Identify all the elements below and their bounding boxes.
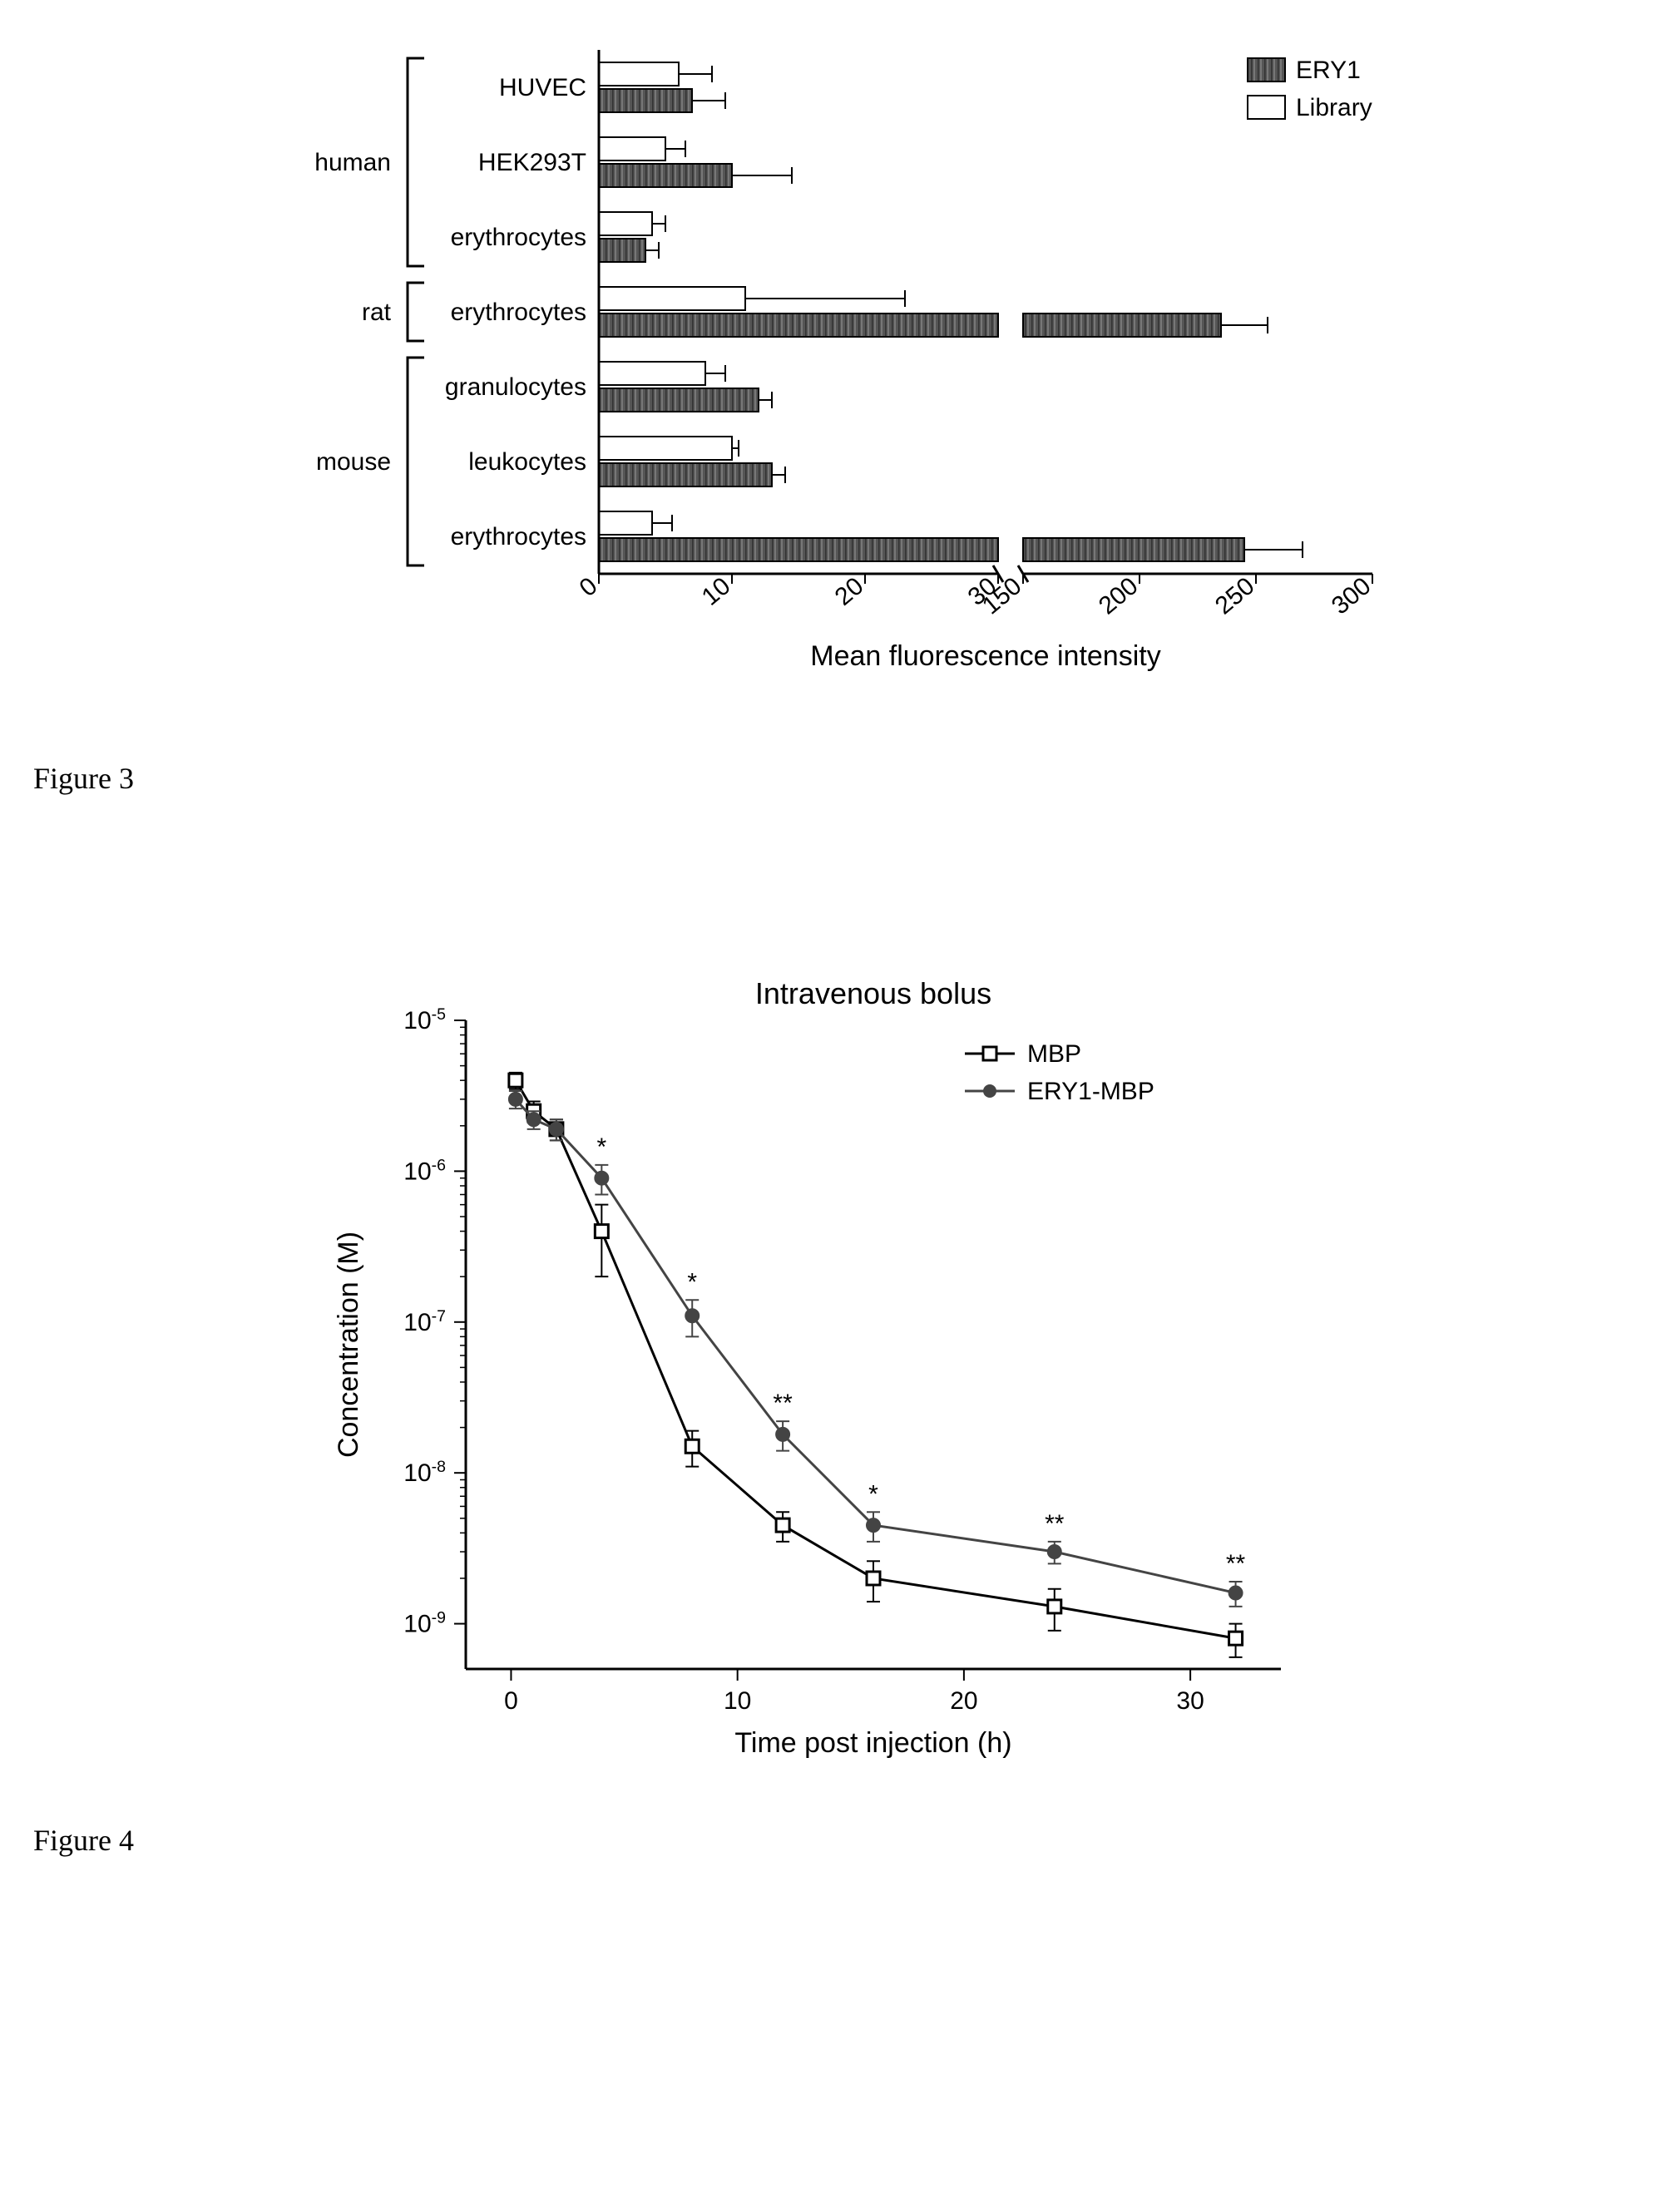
marker-square <box>1048 1600 1061 1613</box>
significance-marker: ** <box>1045 1510 1065 1538</box>
legend-label: MBP <box>1027 1040 1081 1068</box>
bar-ery1 <box>599 388 759 412</box>
species-label: human <box>314 149 391 176</box>
species-bracket <box>408 58 424 266</box>
series-line <box>516 1080 1236 1638</box>
xlabel: Time post injection (h) <box>734 1727 1011 1759</box>
ylabel: Concentration (M) <box>333 1232 364 1458</box>
legend-marker-ery1mbp <box>983 1084 996 1098</box>
marker-circle <box>685 1309 699 1322</box>
xlabel: Mean fluorescence intensity <box>810 640 1160 672</box>
marker-circle <box>1048 1545 1061 1558</box>
bar-ery1 <box>599 463 772 486</box>
row-label: erythrocytes <box>451 299 586 326</box>
legend-label: ERY1-MBP <box>1027 1078 1154 1105</box>
xtick-label: 200 <box>1094 572 1144 620</box>
bar-library <box>599 437 732 460</box>
legend-label: ERY1 <box>1296 57 1361 84</box>
marker-circle <box>595 1172 608 1185</box>
chart-title: Intravenous bolus <box>755 976 991 1010</box>
xtick-label: 20 <box>830 572 869 611</box>
marker-circle <box>1229 1587 1243 1600</box>
species-bracket <box>408 283 424 341</box>
significance-marker: * <box>868 1480 878 1508</box>
xtick-label: 0 <box>504 1687 518 1715</box>
row-label: HUVEC <box>499 74 586 101</box>
marker-circle <box>527 1113 541 1126</box>
significance-marker: ** <box>773 1390 793 1417</box>
figure-4: 10-9 10-8 10-7 10-6 10-5 0 10 20 30 Intravenous b… <box>33 962 1638 1858</box>
bar-ery1 <box>599 89 692 112</box>
row-label: erythrocytes <box>451 523 586 551</box>
marker-circle <box>550 1123 563 1136</box>
marker-square <box>1229 1632 1243 1645</box>
xtick-label: 10 <box>724 1687 751 1715</box>
bar-library <box>599 137 665 160</box>
fig4-chart: 10-9 10-8 10-7 10-6 10-5 0 10 20 30 Intravenous b… <box>324 962 1322 1794</box>
xtick-label: 30 <box>1176 1687 1204 1715</box>
ytick-label: 10-6 <box>403 1156 446 1185</box>
ytick-label: 10-7 <box>403 1307 446 1336</box>
ytick-label: 10-9 <box>403 1609 446 1638</box>
legend-swatch-library <box>1248 96 1285 119</box>
ytick-label: 10-5 <box>403 1005 446 1034</box>
marker-square <box>867 1572 880 1585</box>
significance-marker: ** <box>1226 1550 1246 1578</box>
marker-circle <box>509 1093 522 1106</box>
species-label: rat <box>362 299 392 326</box>
row-label: leukocytes <box>468 448 586 476</box>
species-bracket <box>408 358 424 565</box>
row-label: granulocytes <box>445 373 586 401</box>
bar-library <box>599 511 652 535</box>
ytick-label: 10-8 <box>403 1458 446 1487</box>
legend-label: Library <box>1296 94 1372 121</box>
marker-square <box>776 1518 789 1532</box>
legend-swatch-ery1 <box>1248 58 1285 81</box>
marker-square <box>509 1074 522 1087</box>
bar-library <box>599 287 745 310</box>
figure-3: HUVEC HEK293T erythrocytes erythrocytes gran… <box>33 33 1638 796</box>
xtick-label: 10 <box>697 572 736 611</box>
significance-marker: * <box>687 1268 697 1296</box>
bar-library <box>599 212 652 235</box>
bar-ery1 <box>599 164 732 187</box>
marker-square <box>595 1225 608 1238</box>
bar-library <box>599 62 679 86</box>
species-label: mouse <box>316 448 391 476</box>
marker-square <box>685 1439 699 1453</box>
fig4-caption: Figure 4 <box>33 1823 1638 1858</box>
xtick-label: 20 <box>950 1687 977 1715</box>
bar-library <box>599 362 705 385</box>
legend-marker-mbp <box>983 1047 996 1060</box>
fig3-chart: HUVEC HEK293T erythrocytes erythrocytes gran… <box>200 33 1530 732</box>
marker-circle <box>776 1428 789 1441</box>
row-label: erythrocytes <box>451 224 586 251</box>
bar-ery1 <box>599 239 645 262</box>
row-label: HEK293T <box>478 149 586 176</box>
fig3-caption: Figure 3 <box>33 761 1638 796</box>
significance-marker: * <box>596 1133 606 1161</box>
marker-circle <box>867 1518 880 1532</box>
xtick-label: 300 <box>1327 572 1377 620</box>
xtick-label: 250 <box>1210 572 1260 620</box>
